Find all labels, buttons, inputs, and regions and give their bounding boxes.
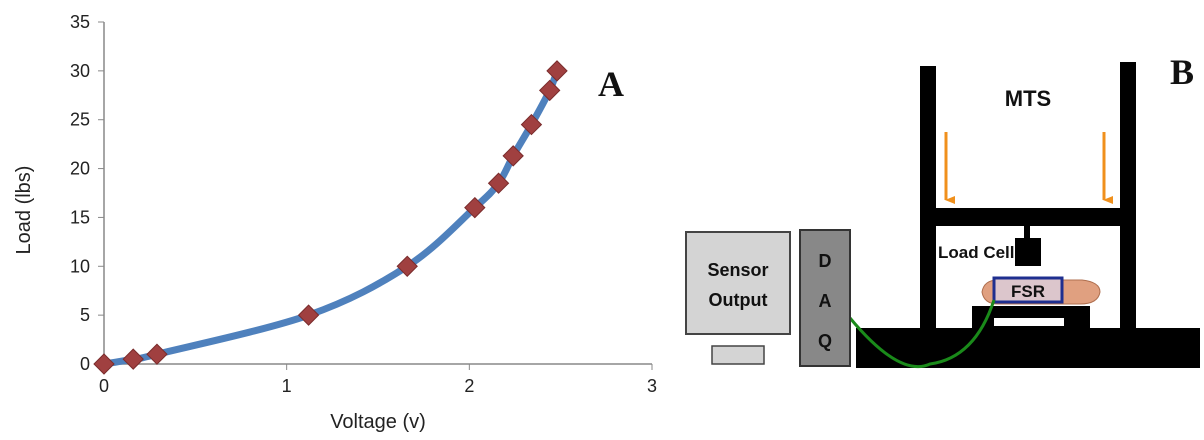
daq-letter-a: A <box>819 291 832 311</box>
daq-letter-q: Q <box>818 331 832 351</box>
data-point-marker <box>502 145 524 167</box>
data-point-marker <box>546 60 568 82</box>
x-tick-label: 0 <box>99 376 109 396</box>
sensor-wire <box>848 299 996 369</box>
load-cell-stem <box>1024 226 1030 240</box>
y-tick-label: 0 <box>80 354 90 374</box>
data-point-marker <box>93 353 115 375</box>
load-cell-block <box>1015 238 1041 266</box>
sensor-output-label-line1: Sensor <box>707 260 768 280</box>
x-tick-label: 1 <box>282 376 292 396</box>
mts-crosshead <box>920 208 1136 226</box>
y-tick-label: 15 <box>70 207 90 227</box>
chart-axes <box>103 22 652 365</box>
mts-left-column <box>920 66 936 346</box>
monitor-stand <box>711 345 765 365</box>
data-point-marker <box>396 255 418 277</box>
daq-letter-d: D <box>819 251 832 271</box>
fsr-sensor <box>992 276 1064 304</box>
data-point-marker <box>297 304 320 326</box>
mts-right-column <box>1120 62 1136 346</box>
y-tick-label: 30 <box>70 61 90 81</box>
y-axis-title: Load (lbs) <box>13 166 35 255</box>
y-tick-label: 20 <box>70 159 90 179</box>
data-point-marker <box>538 79 561 102</box>
sensor-output-label-line2: Output <box>709 290 768 310</box>
x-axis-title: Voltage (v) <box>330 411 426 433</box>
fsr-label: FSR <box>1011 282 1045 301</box>
x-tick-label: 2 <box>464 376 474 396</box>
panel-a-label: A <box>598 64 624 104</box>
daq-box <box>799 229 851 367</box>
x-tick-label: 3 <box>647 376 657 396</box>
data-point-marker <box>464 196 486 219</box>
y-tick-label: 35 <box>70 12 90 32</box>
data-point-marker <box>487 172 510 194</box>
sensor-output-monitor <box>685 231 791 335</box>
y-tick-label: 10 <box>70 256 90 276</box>
panel-b-label: B <box>1170 52 1194 92</box>
data-point-marker <box>146 343 168 365</box>
y-tick-label: 25 <box>70 110 90 130</box>
series-markers <box>93 60 568 375</box>
mts-base <box>856 328 1200 368</box>
load-cell-label: Load Cell <box>938 243 1015 262</box>
platform-slot <box>994 318 1064 326</box>
data-point-marker <box>122 348 144 370</box>
data-point-marker <box>520 113 543 136</box>
mts-label: MTS <box>1005 86 1051 111</box>
y-tick-label: 5 <box>80 305 90 325</box>
